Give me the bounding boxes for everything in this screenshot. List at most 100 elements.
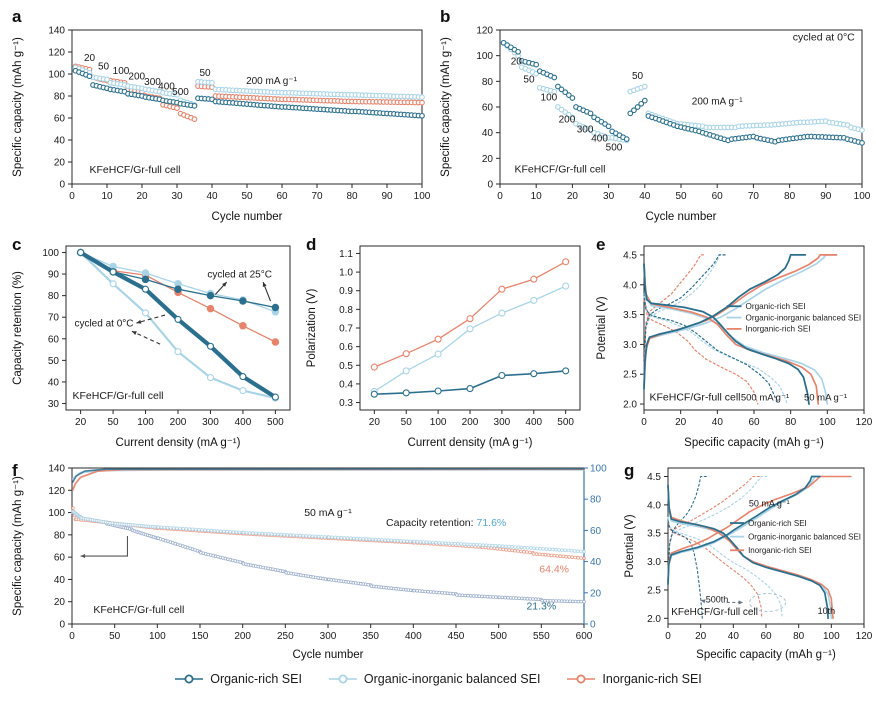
svg-text:200: 200 <box>559 114 576 125</box>
svg-text:80: 80 <box>54 92 66 103</box>
svg-text:g: g <box>624 461 634 480</box>
svg-text:500: 500 <box>172 87 189 98</box>
svg-text:40: 40 <box>54 136 66 147</box>
legend-marker-balanced-icon <box>328 674 357 684</box>
svg-text:60: 60 <box>712 191 724 202</box>
svg-text:60: 60 <box>482 103 494 114</box>
svg-text:0: 0 <box>497 191 503 202</box>
svg-text:80: 80 <box>346 191 358 202</box>
svg-text:3.5: 3.5 <box>647 529 661 540</box>
svg-text:70: 70 <box>311 191 323 202</box>
svg-text:2.5: 2.5 <box>623 370 637 381</box>
svg-text:Cycle number: Cycle number <box>293 649 364 661</box>
svg-text:60: 60 <box>54 553 66 564</box>
svg-text:100: 100 <box>48 70 65 81</box>
svg-text:120: 120 <box>856 631 872 642</box>
legend-label-inorganic-rich: Inorganic-rich SEI <box>602 672 702 686</box>
svg-text:300: 300 <box>144 77 161 88</box>
svg-text:20: 20 <box>54 597 66 608</box>
svg-text:20: 20 <box>590 588 602 599</box>
svg-text:250: 250 <box>277 631 294 642</box>
svg-text:150: 150 <box>192 631 209 642</box>
svg-text:Potential (V): Potential (V) <box>596 296 608 359</box>
svg-text:200: 200 <box>462 417 479 428</box>
svg-text:0: 0 <box>665 631 671 642</box>
svg-text:80: 80 <box>54 530 66 541</box>
legend-label-organic-rich: Organic-rich SEI <box>210 672 302 686</box>
svg-text:70: 70 <box>748 191 760 202</box>
svg-text:400: 400 <box>405 631 422 642</box>
panel-g-chart: 0 20 40 60 80 100 120 2.0 2.5 3.0 3.5 4.0 4.5 Specifi… <box>620 458 872 668</box>
svg-text:100: 100 <box>854 191 871 202</box>
svg-text:40: 40 <box>206 191 218 202</box>
svg-text:4.0: 4.0 <box>623 280 637 291</box>
svg-text:KFeHCF/Gr-full cell: KFeHCF/Gr-full cell <box>514 163 605 175</box>
svg-text:10th: 10th <box>818 606 836 616</box>
svg-text:20: 20 <box>482 154 494 165</box>
svg-text:50: 50 <box>523 75 535 86</box>
panel-d-chart: 20 50 100 200 300 400 500 0.3 0.4 0.5 0.6 0.7 0.8 0.9… <box>302 232 590 456</box>
svg-text:70: 70 <box>48 313 60 324</box>
panel-b-chart: 0 10 20 30 40 50 60 70 80 90 100 0 20 40 60 80 100 120 Cyc… <box>436 4 872 230</box>
svg-text:40: 40 <box>590 557 602 568</box>
svg-text:21.3%: 21.3% <box>526 601 556 613</box>
svg-text:200: 200 <box>170 417 187 428</box>
svg-text:400: 400 <box>591 134 608 145</box>
svg-text:0: 0 <box>590 620 596 631</box>
svg-text:Current density (mA g⁻¹): Current density (mA g⁻¹) <box>116 437 241 449</box>
svg-text:100: 100 <box>414 191 431 202</box>
svg-text:100: 100 <box>42 248 59 259</box>
svg-text:60: 60 <box>276 191 288 202</box>
svg-text:50: 50 <box>675 191 687 202</box>
svg-text:50: 50 <box>632 71 644 82</box>
svg-text:20: 20 <box>54 158 66 169</box>
svg-text:Specific capacity (mAh g⁻¹): Specific capacity (mAh g⁻¹) <box>440 37 452 177</box>
svg-text:400: 400 <box>235 417 252 428</box>
svg-text:3.0: 3.0 <box>623 340 637 351</box>
svg-text:80: 80 <box>482 77 494 88</box>
svg-text:500 mA g⁻¹: 500 mA g⁻¹ <box>741 392 789 403</box>
svg-text:10: 10 <box>531 191 543 202</box>
svg-text:Capacity retention: 71.6%: Capacity retention: 71.6% <box>386 517 506 529</box>
svg-text:cycled at 25°C: cycled at 25°C <box>207 269 272 280</box>
svg-text:100: 100 <box>149 631 166 642</box>
svg-text:50: 50 <box>199 68 211 79</box>
legend-item-organic-rich: Organic-rich SEI <box>174 672 302 686</box>
svg-text:Specific capacity (mAh g⁻¹): Specific capacity (mAh g⁻¹) <box>12 37 24 177</box>
panel-a-chart: 0 10 20 30 40 50 60 70 80 90 100 0 20 40 60 80 100 120 140… <box>8 4 432 230</box>
svg-text:1.1: 1.1 <box>339 249 353 260</box>
svg-text:Inorganic-rich SEI: Inorganic-rich SEI <box>748 546 812 555</box>
svg-text:200 mA g⁻¹: 200 mA g⁻¹ <box>246 76 298 87</box>
svg-text:120: 120 <box>476 26 493 37</box>
svg-text:80: 80 <box>784 191 796 202</box>
svg-text:3.0: 3.0 <box>647 557 661 568</box>
svg-text:350: 350 <box>362 631 379 642</box>
svg-text:100: 100 <box>541 93 558 104</box>
svg-text:200: 200 <box>234 631 251 642</box>
svg-text:120: 120 <box>856 417 872 428</box>
svg-text:Specific capacity (mAh g⁻¹): Specific capacity (mAh g⁻¹) <box>696 649 836 661</box>
svg-text:2.5: 2.5 <box>647 585 661 596</box>
svg-text:50 mA g⁻¹: 50 mA g⁻¹ <box>804 392 847 403</box>
svg-text:Capacity retention (%): Capacity retention (%) <box>12 271 24 385</box>
svg-text:60: 60 <box>48 334 60 345</box>
svg-text:90: 90 <box>381 191 393 202</box>
svg-text:90: 90 <box>48 270 60 281</box>
svg-text:Specific capacity (mAh g⁻¹): Specific capacity (mAh g⁻¹) <box>12 476 24 616</box>
panel-c-chart: 20 50 100 200 300 400 500 30 40 50 60 70 80 90 100 Curr… <box>8 232 300 456</box>
svg-text:Organic-rich SEI: Organic-rich SEI <box>746 302 806 311</box>
svg-text:0: 0 <box>69 631 75 642</box>
svg-text:KFeHCF/Gr-full cell: KFeHCF/Gr-full cell <box>93 604 184 616</box>
svg-text:0: 0 <box>59 620 65 631</box>
svg-text:50: 50 <box>48 356 60 367</box>
svg-text:100: 100 <box>819 417 836 428</box>
svg-text:50: 50 <box>241 191 253 202</box>
svg-text:300: 300 <box>577 125 594 136</box>
svg-text:1.0: 1.0 <box>339 268 353 279</box>
svg-text:100: 100 <box>823 631 840 642</box>
legend-item-balanced: Organic-inorganic balanced SEI <box>328 672 540 686</box>
svg-text:90: 90 <box>820 191 832 202</box>
svg-text:60: 60 <box>590 526 602 537</box>
svg-text:0.7: 0.7 <box>339 324 353 335</box>
svg-text:500th: 500th <box>706 594 729 604</box>
